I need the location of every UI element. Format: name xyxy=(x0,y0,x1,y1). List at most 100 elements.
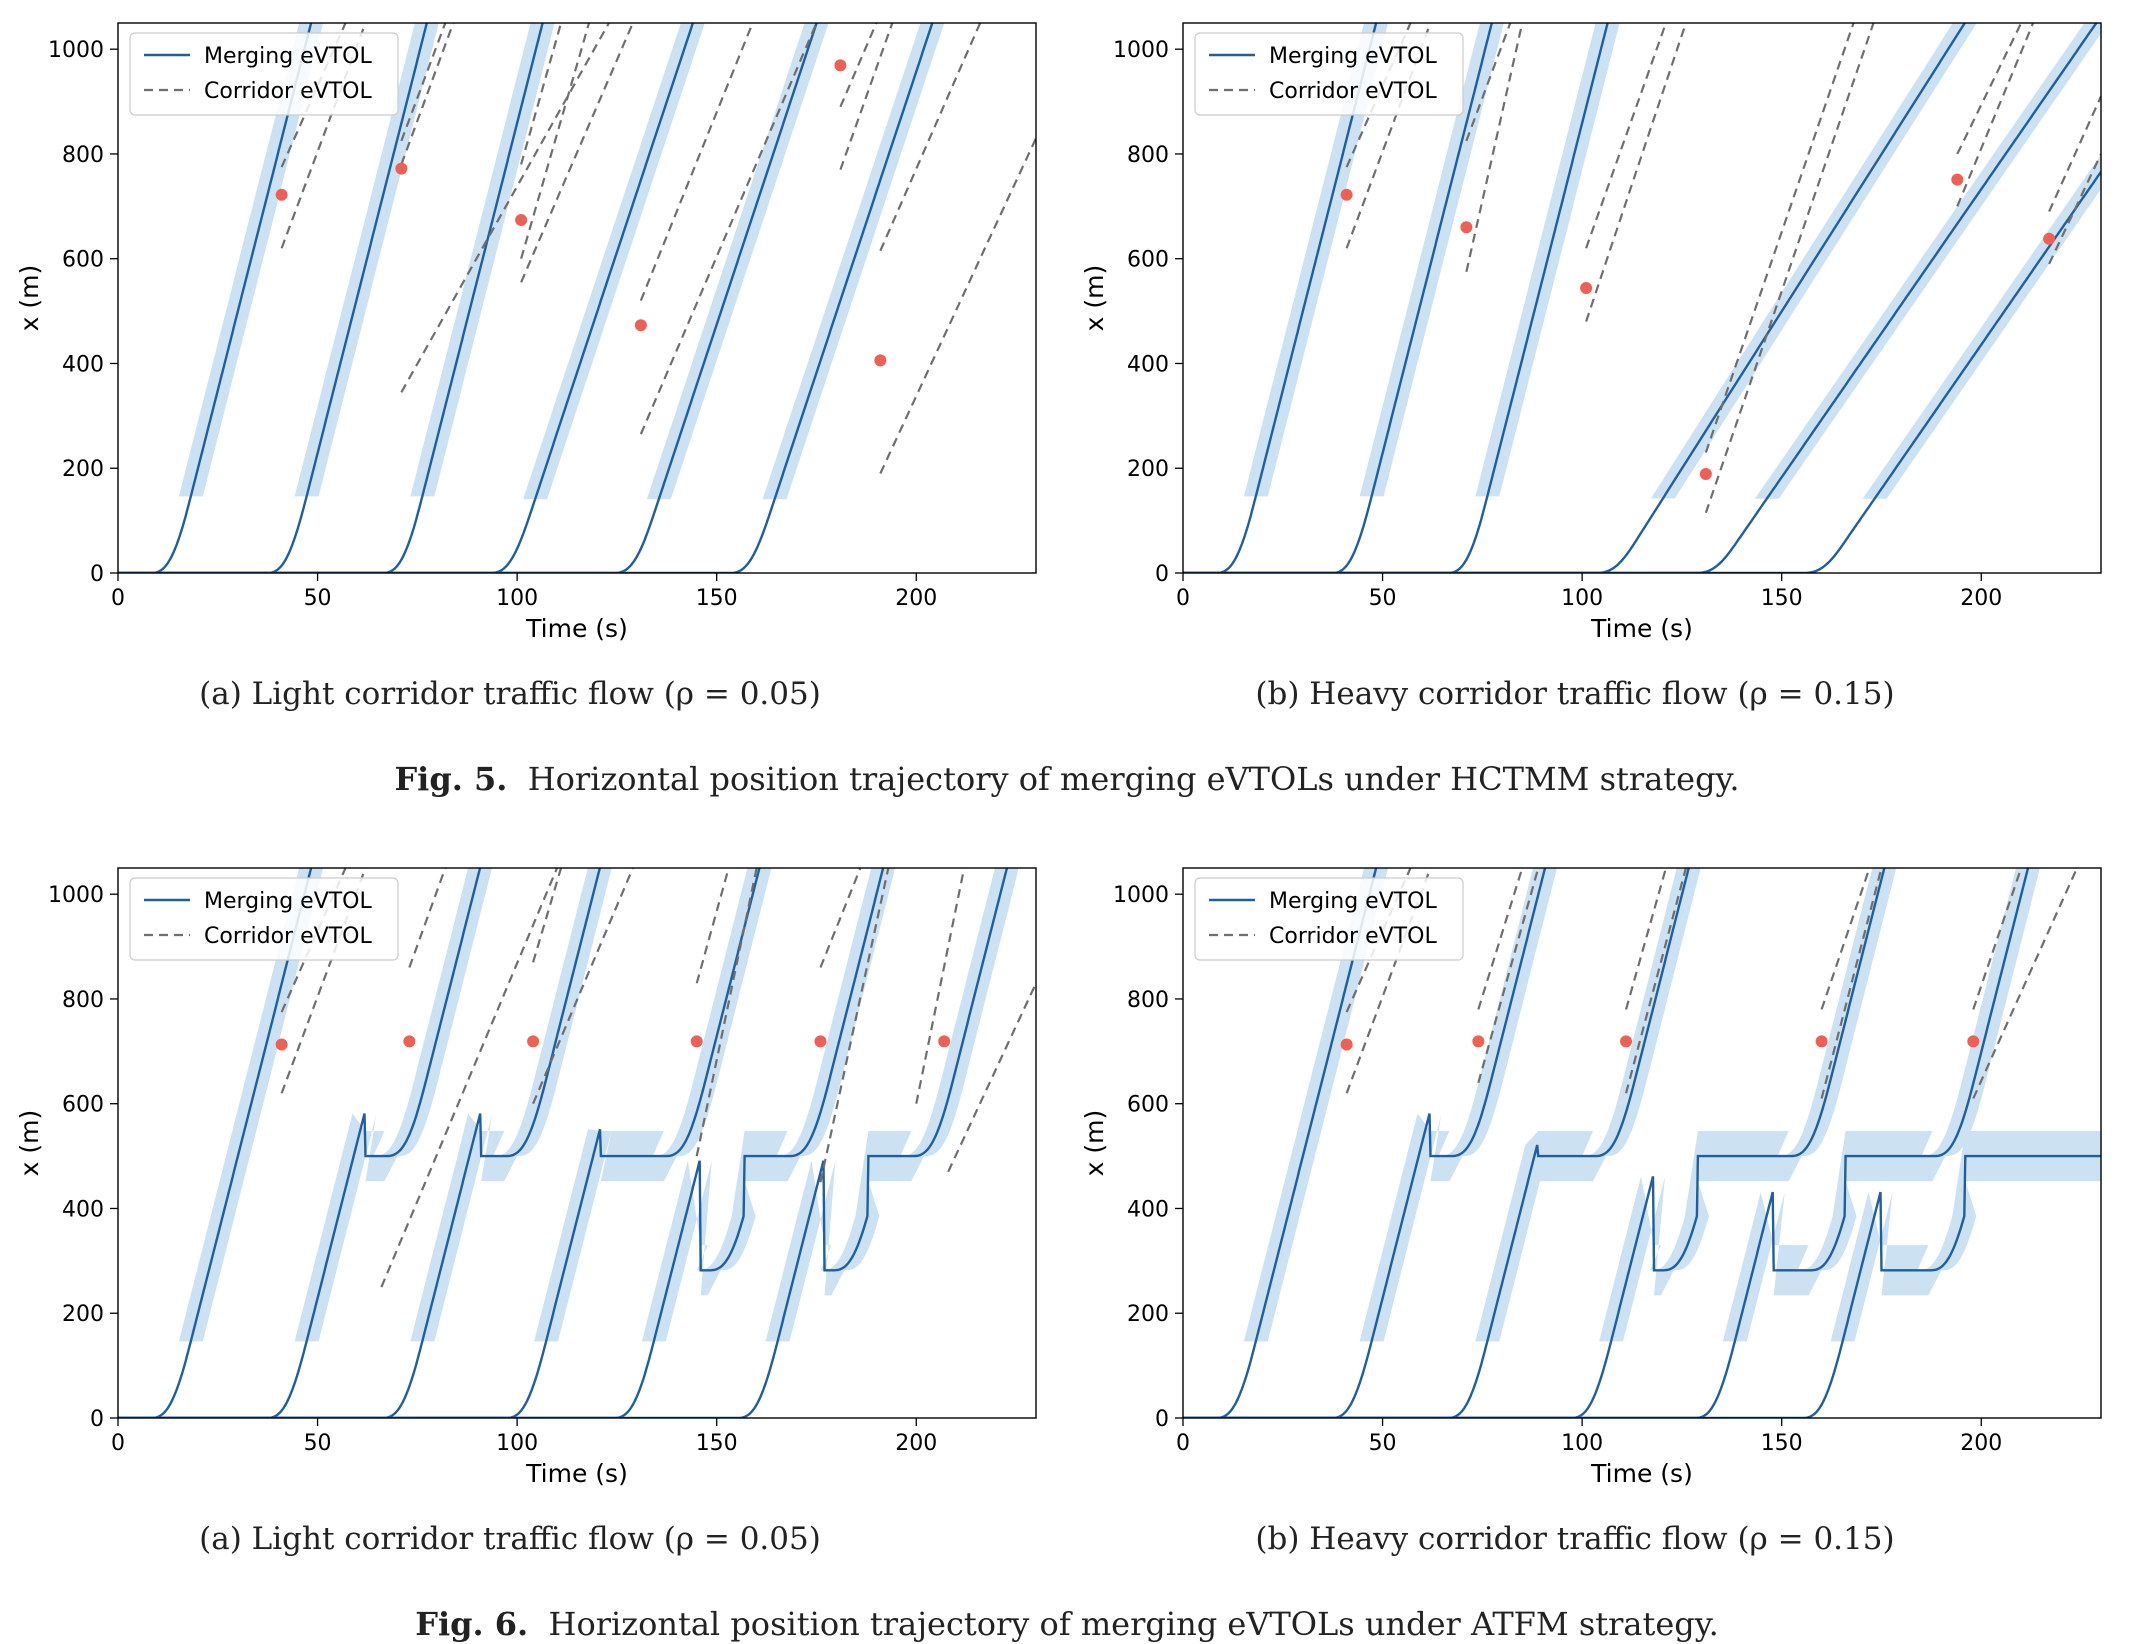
y-tick-label: 1000 xyxy=(48,38,104,63)
merge-point-4 xyxy=(1699,468,1712,480)
merge-point-1 xyxy=(275,188,288,201)
x-axis-label: Time (s) xyxy=(1590,1459,1693,1488)
x-tick-label: 150 xyxy=(696,1431,738,1456)
figure-caption-6: Fig. 6. Horizontal position trajectory o… xyxy=(0,1605,2134,1643)
axes-frame xyxy=(1182,867,2102,1419)
corridor-trajectory-3 xyxy=(408,868,447,968)
corridor-trajectory-5 xyxy=(532,868,563,963)
uncertainty-band xyxy=(1722,868,2040,1342)
legend-box xyxy=(129,32,399,116)
corridor-trajectory-4 xyxy=(400,23,455,165)
legend-corridor-label: Corridor eVTOL xyxy=(1269,924,1437,949)
corridor-trajectory-3 xyxy=(1477,868,1524,1010)
corridor-trajectory-6 xyxy=(1585,23,1687,322)
corridor-trajectory-7 xyxy=(695,868,730,984)
merging-trajectory-3 xyxy=(1183,23,1609,573)
y-axis-label: x (m) xyxy=(15,265,44,332)
legend-corridor-label: Corridor eVTOL xyxy=(1269,79,1437,104)
figure-caption-text-5: Horizontal position trajectory of mergin… xyxy=(527,760,1740,798)
legend-merging-label: Merging eVTOL xyxy=(204,889,372,914)
legend-merging-label: Merging eVTOL xyxy=(1269,44,1437,69)
y-axis-label: x (m) xyxy=(15,1110,44,1177)
merge-point-4 xyxy=(634,319,647,332)
y-tick-label: 600 xyxy=(1127,1093,1169,1118)
y-tick-label: 600 xyxy=(62,248,104,273)
merge-point-2 xyxy=(1472,1035,1485,1048)
corridor-trajectory-3 xyxy=(400,23,447,142)
corridor-trajectory-11 xyxy=(915,868,966,1104)
corridor-trajectory-5 xyxy=(1624,868,1668,1010)
merge-point-2 xyxy=(403,1035,416,1048)
subcaption-fig6a: (a) Light corridor traffic flow (ρ = 0.0… xyxy=(199,1521,821,1557)
y-tick-label: 1000 xyxy=(48,883,104,908)
y-tick-label: 400 xyxy=(62,352,104,377)
uncertainty-band xyxy=(1475,868,1701,1342)
axes-frame xyxy=(117,22,1037,574)
merging-trajectory-5 xyxy=(1183,23,2098,573)
plot-area xyxy=(1183,23,2101,573)
merge-point-4 xyxy=(690,1035,703,1048)
corridor-trajectory-10 xyxy=(1956,23,2035,207)
merge-point-5 xyxy=(814,1035,827,1048)
merging-trajectory-4 xyxy=(1183,23,1967,573)
x-tick-label: 200 xyxy=(1960,1431,2002,1456)
corridor-trajectory-12 xyxy=(947,982,1036,1173)
merging-trajectory-4 xyxy=(118,868,761,1418)
corridor-trajectory-8 xyxy=(1820,868,1883,1099)
x-tick-label: 200 xyxy=(1960,586,2002,611)
corridor-trajectory-14 xyxy=(879,137,1036,474)
y-tick-label: 600 xyxy=(62,1093,104,1118)
x-tick-label: 50 xyxy=(304,1431,332,1456)
subcaption-fig6b: (b) Heavy corridor traffic flow (ρ = 0.1… xyxy=(1255,1521,1895,1557)
figure-caption-text-6: Horizontal position trajectory of mergin… xyxy=(548,1605,1719,1643)
x-tick-label: 0 xyxy=(1176,1431,1190,1456)
y-axis-label: x (m) xyxy=(1080,1110,1109,1177)
figure-label-6: Fig. 6. xyxy=(415,1605,529,1643)
y-tick-label: 400 xyxy=(1127,352,1169,377)
merge-point-6 xyxy=(938,1035,951,1048)
corridor-trajectory-7 xyxy=(520,23,591,260)
y-tick-label: 800 xyxy=(62,143,104,168)
legend: Merging eVTOL Corridor eVTOL xyxy=(1194,32,1464,116)
corridor-trajectory-9 xyxy=(819,868,862,968)
merge-point-5 xyxy=(834,59,847,72)
chart-fig5b: 0 50 100 150 200 0 200 400 600 800 1000 Time (s) x (… xyxy=(1080,22,2102,643)
x-axis-label: Time (s) xyxy=(525,614,628,643)
y-tick-label: 800 xyxy=(1127,988,1169,1013)
merge-point-5 xyxy=(1967,1035,1980,1048)
merging-trajectory-5 xyxy=(118,868,885,1418)
corridor-trajectory-11 xyxy=(839,23,878,108)
x-tick-label: 200 xyxy=(895,586,937,611)
y-tick-label: 0 xyxy=(1155,1407,1169,1432)
corridor-trajectory-6 xyxy=(520,23,563,165)
y-tick-label: 200 xyxy=(62,457,104,482)
merging-trajectory-3 xyxy=(118,868,602,1418)
x-tick-label: 50 xyxy=(1369,586,1397,611)
y-tick-label: 400 xyxy=(1127,1197,1169,1222)
corridor-trajectory-7 xyxy=(1704,23,1855,453)
merging-trajectory-2 xyxy=(1183,868,1547,1418)
uncertainty-band xyxy=(534,868,772,1342)
plot-area xyxy=(118,23,1036,573)
x-tick-label: 50 xyxy=(304,586,332,611)
y-tick-label: 800 xyxy=(62,988,104,1013)
subcaption-fig5b: (b) Heavy corridor traffic flow (ρ = 0.1… xyxy=(1255,676,1895,712)
x-tick-label: 50 xyxy=(1369,1431,1397,1456)
merge-point-2 xyxy=(395,162,408,175)
corridor-trajectory-8 xyxy=(520,23,634,283)
corridor-trajectory-10 xyxy=(819,868,890,1183)
corridor-trajectory-6 xyxy=(1624,868,1687,1094)
merge-point-6 xyxy=(874,354,887,367)
y-tick-label: 600 xyxy=(1127,248,1169,273)
plot-area xyxy=(1183,868,2101,1418)
merging-trajectory-4 xyxy=(1183,868,1886,1418)
merge-point-1 xyxy=(1340,1038,1353,1051)
merge-point-5 xyxy=(1951,173,1964,186)
subcaption-fig5a: (a) Light corridor traffic flow (ρ = 0.0… xyxy=(199,676,821,712)
x-tick-label: 200 xyxy=(895,1431,937,1456)
merging-trajectory-5 xyxy=(118,23,818,573)
legend: Merging eVTOL Corridor eVTOL xyxy=(1194,877,1464,961)
corridor-trajectory-11 xyxy=(2048,95,2101,213)
y-tick-label: 0 xyxy=(1155,562,1169,587)
axes-frame xyxy=(1182,22,2102,574)
